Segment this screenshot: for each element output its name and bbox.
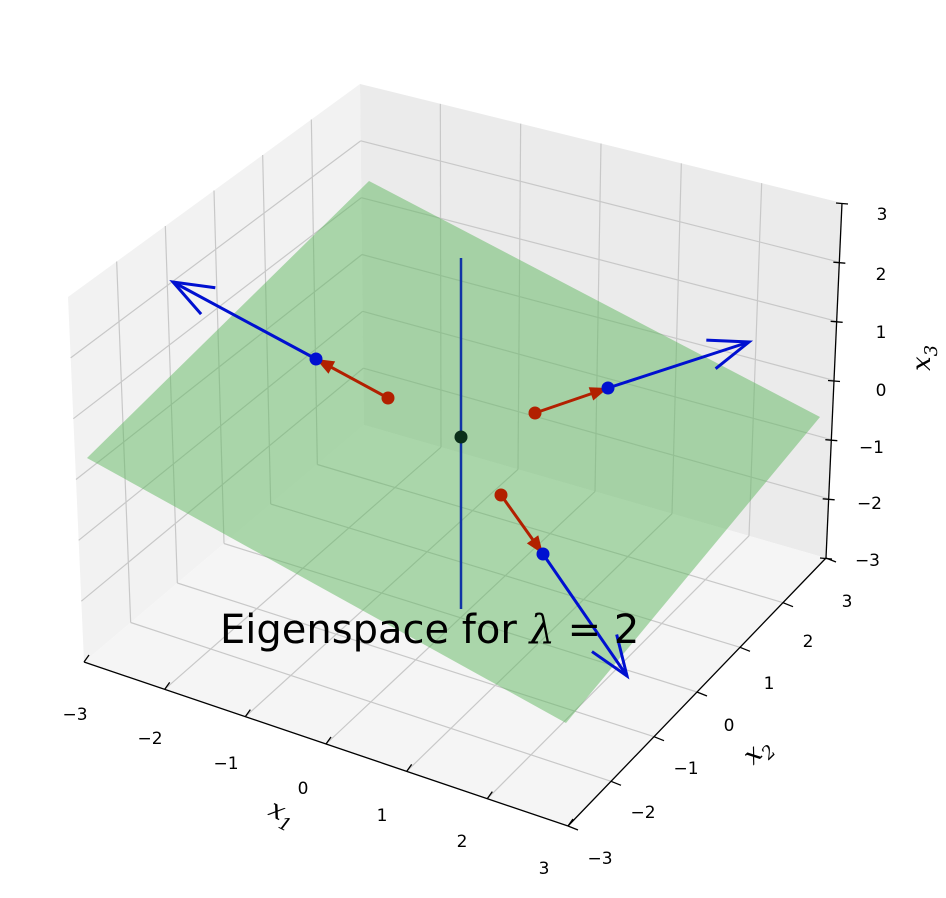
input-vector-tail-point [494, 488, 508, 502]
x3-tick-mark [822, 498, 835, 501]
x3-tick-mark [830, 320, 843, 323]
image-vector-arrowhead [706, 338, 754, 370]
image-vector-line [541, 553, 629, 677]
x2-tick: −1 [673, 759, 698, 779]
x1-tick: −3 [62, 705, 87, 725]
x3-tick: −2 [857, 494, 882, 514]
image-vector-arrowhead [169, 279, 216, 316]
x2-tick: 1 [764, 674, 775, 694]
input-vector-tail-point [381, 391, 395, 405]
x1-tick-mark [486, 791, 493, 800]
x3-tick-labels: −3 −2 −1 0 1 2 3 [855, 205, 887, 571]
input-vector-tail-point [528, 406, 542, 420]
x2-tick: −2 [630, 803, 655, 823]
x1-tick: 3 [539, 859, 550, 879]
x1-tick: 0 [298, 779, 309, 799]
x2-tick-mark [782, 602, 794, 608]
x1-tick-mark [567, 818, 574, 827]
eigenspace-plane [87, 181, 820, 723]
x3-tick-mark [835, 202, 849, 205]
x2-tick: 3 [842, 592, 853, 612]
x1-tick: −1 [213, 754, 238, 774]
x3-tick: 2 [876, 265, 887, 285]
x2-tick-mark [825, 557, 837, 563]
x1-tick-mark [406, 763, 413, 772]
x2-tick-mark [610, 780, 622, 786]
image-vector-line [172, 280, 317, 361]
x1-axis-label: x1 [262, 794, 301, 837]
x1-tick: −2 [137, 729, 162, 749]
image-vector-arrowhead [591, 634, 630, 680]
x2-tick: 0 [724, 716, 735, 736]
image-vector-tail-point [536, 547, 550, 561]
axis-layer [83, 202, 849, 831]
x1-tick-mark [325, 736, 332, 745]
x2-axis-label: x2 [737, 731, 780, 774]
x2-tick-mark [567, 825, 579, 831]
eigenspace-annotation: Eigenspace for λ = 2 [220, 607, 639, 653]
x3-tick: −3 [855, 551, 880, 571]
x2-tick-mark [653, 736, 665, 742]
x1-tick: 2 [457, 832, 468, 852]
x3-tick: −1 [859, 438, 884, 458]
image-vector-tail-point [309, 352, 323, 366]
x1-tick-labels: −3 −2 −1 0 1 2 3 [62, 705, 549, 879]
x2-tick-labels: −3 −2 −1 0 1 2 3 [587, 592, 852, 869]
x3-tick-mark [833, 261, 846, 264]
vector-layer [169, 258, 754, 680]
x3-tick-mark [825, 439, 838, 442]
x3-tick: 1 [876, 323, 887, 343]
x3-axis-label: x3 [907, 345, 942, 371]
x1-tick: 1 [377, 806, 388, 826]
x1-tick-mark [244, 709, 251, 718]
image-vector-tail-point [601, 381, 615, 395]
x2-tick: 2 [803, 632, 814, 652]
x2-tick-mark [739, 646, 751, 652]
x3-tick: 3 [877, 205, 888, 225]
x3-tick: 0 [876, 381, 887, 401]
x2-tick-mark [696, 691, 708, 697]
x1-tick-mark [83, 654, 90, 663]
image-vector-line [607, 340, 750, 390]
x3-tick-mark [827, 379, 841, 383]
x1-tick-mark [164, 681, 171, 690]
origin-point [454, 430, 468, 444]
x2-tick: −3 [587, 849, 612, 869]
